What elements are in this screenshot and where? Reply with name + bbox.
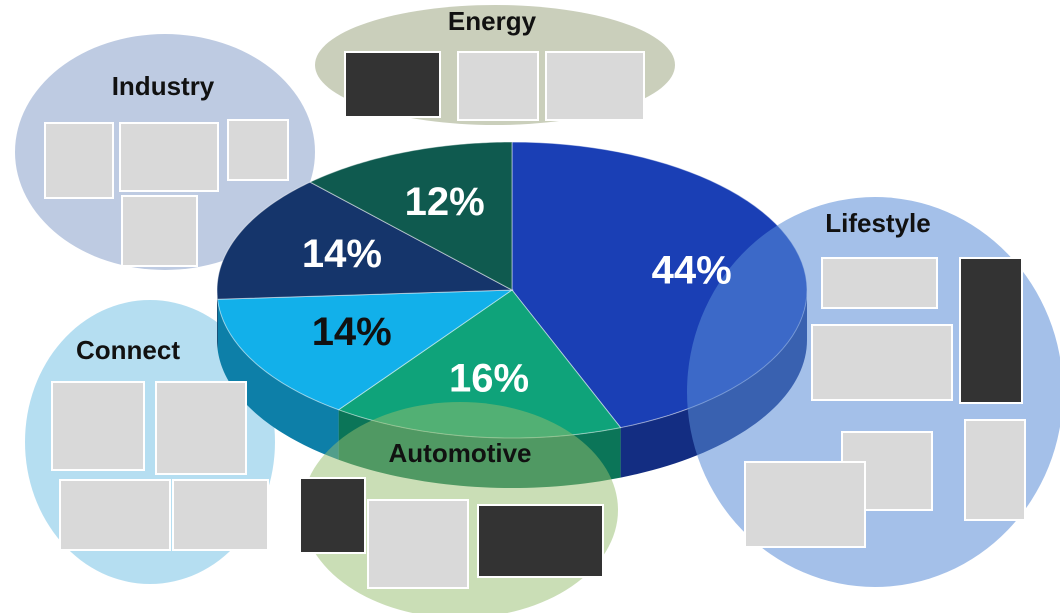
segment-label: Connect xyxy=(76,335,180,365)
slice-side xyxy=(620,290,807,478)
segment-label: Industry xyxy=(112,71,215,101)
product-images xyxy=(44,51,1026,589)
slice xyxy=(217,289,514,411)
slice-label: 44% xyxy=(652,248,732,292)
slice-label: 12% xyxy=(405,180,485,224)
slice xyxy=(216,181,514,300)
slice-label: 14% xyxy=(302,232,382,276)
segment-label: Energy xyxy=(448,6,537,36)
slice-side xyxy=(217,299,339,460)
slice-side xyxy=(217,290,218,350)
segment-label: Automotive xyxy=(389,438,532,468)
slice-label: 16% xyxy=(449,357,529,401)
slice-label: 14% xyxy=(312,310,392,354)
slice xyxy=(308,141,513,291)
segment-label: Lifestyle xyxy=(825,208,931,238)
